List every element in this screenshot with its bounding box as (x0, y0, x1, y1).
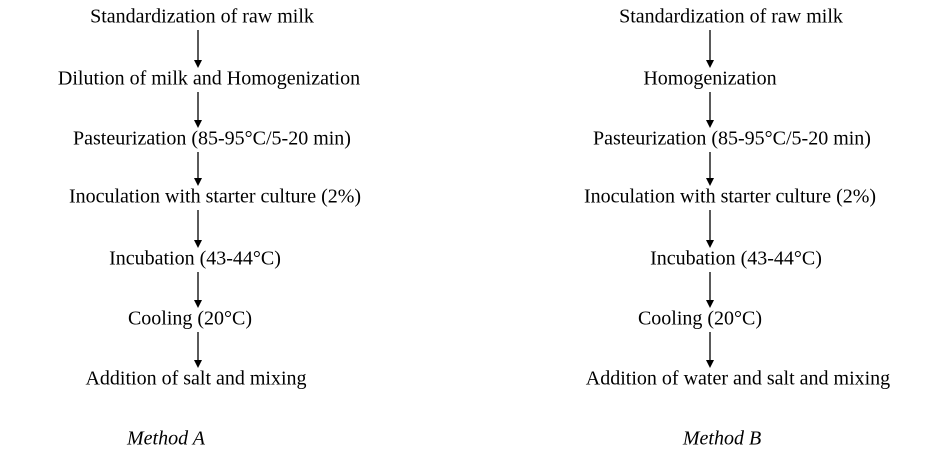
step-label: Incubation (43-44°C) (650, 248, 822, 270)
step-label: Cooling (20°C) (128, 308, 252, 330)
step-label: Standardization of raw milk (619, 6, 843, 28)
step-label: Pasteurization (85-95°C/5-20 min) (73, 128, 351, 150)
step-label: Addition of water and salt and mixing (586, 368, 890, 390)
step-label: Cooling (20°C) (638, 308, 762, 330)
flow-arrow-head (706, 360, 714, 368)
flow-arrow-head (194, 120, 202, 128)
flow-arrow-head (194, 360, 202, 368)
flow-arrow-head (194, 178, 202, 186)
flow-arrow-head (706, 60, 714, 68)
flow-arrow-head (194, 300, 202, 308)
method-caption: Method A (126, 428, 206, 450)
step-label: Dilution of milk and Homogenization (58, 68, 360, 90)
flow-arrow-head (194, 60, 202, 68)
flow-arrow-head (706, 240, 714, 248)
flow-arrow-head (706, 120, 714, 128)
flow-arrow-head (706, 178, 714, 186)
step-label: Addition of salt and mixing (85, 368, 306, 390)
step-label: Standardization of raw milk (90, 6, 314, 28)
flow-arrow-head (706, 300, 714, 308)
step-label: Pasteurization (85-95°C/5-20 min) (593, 128, 871, 150)
step-label: Inoculation with starter culture (2%) (69, 186, 361, 208)
method-caption: Method B (682, 428, 761, 450)
step-label: Homogenization (643, 68, 776, 90)
step-label: Inoculation with starter culture (2%) (584, 186, 876, 208)
flow-arrow-head (194, 240, 202, 248)
step-label: Incubation (43-44°C) (109, 248, 281, 270)
